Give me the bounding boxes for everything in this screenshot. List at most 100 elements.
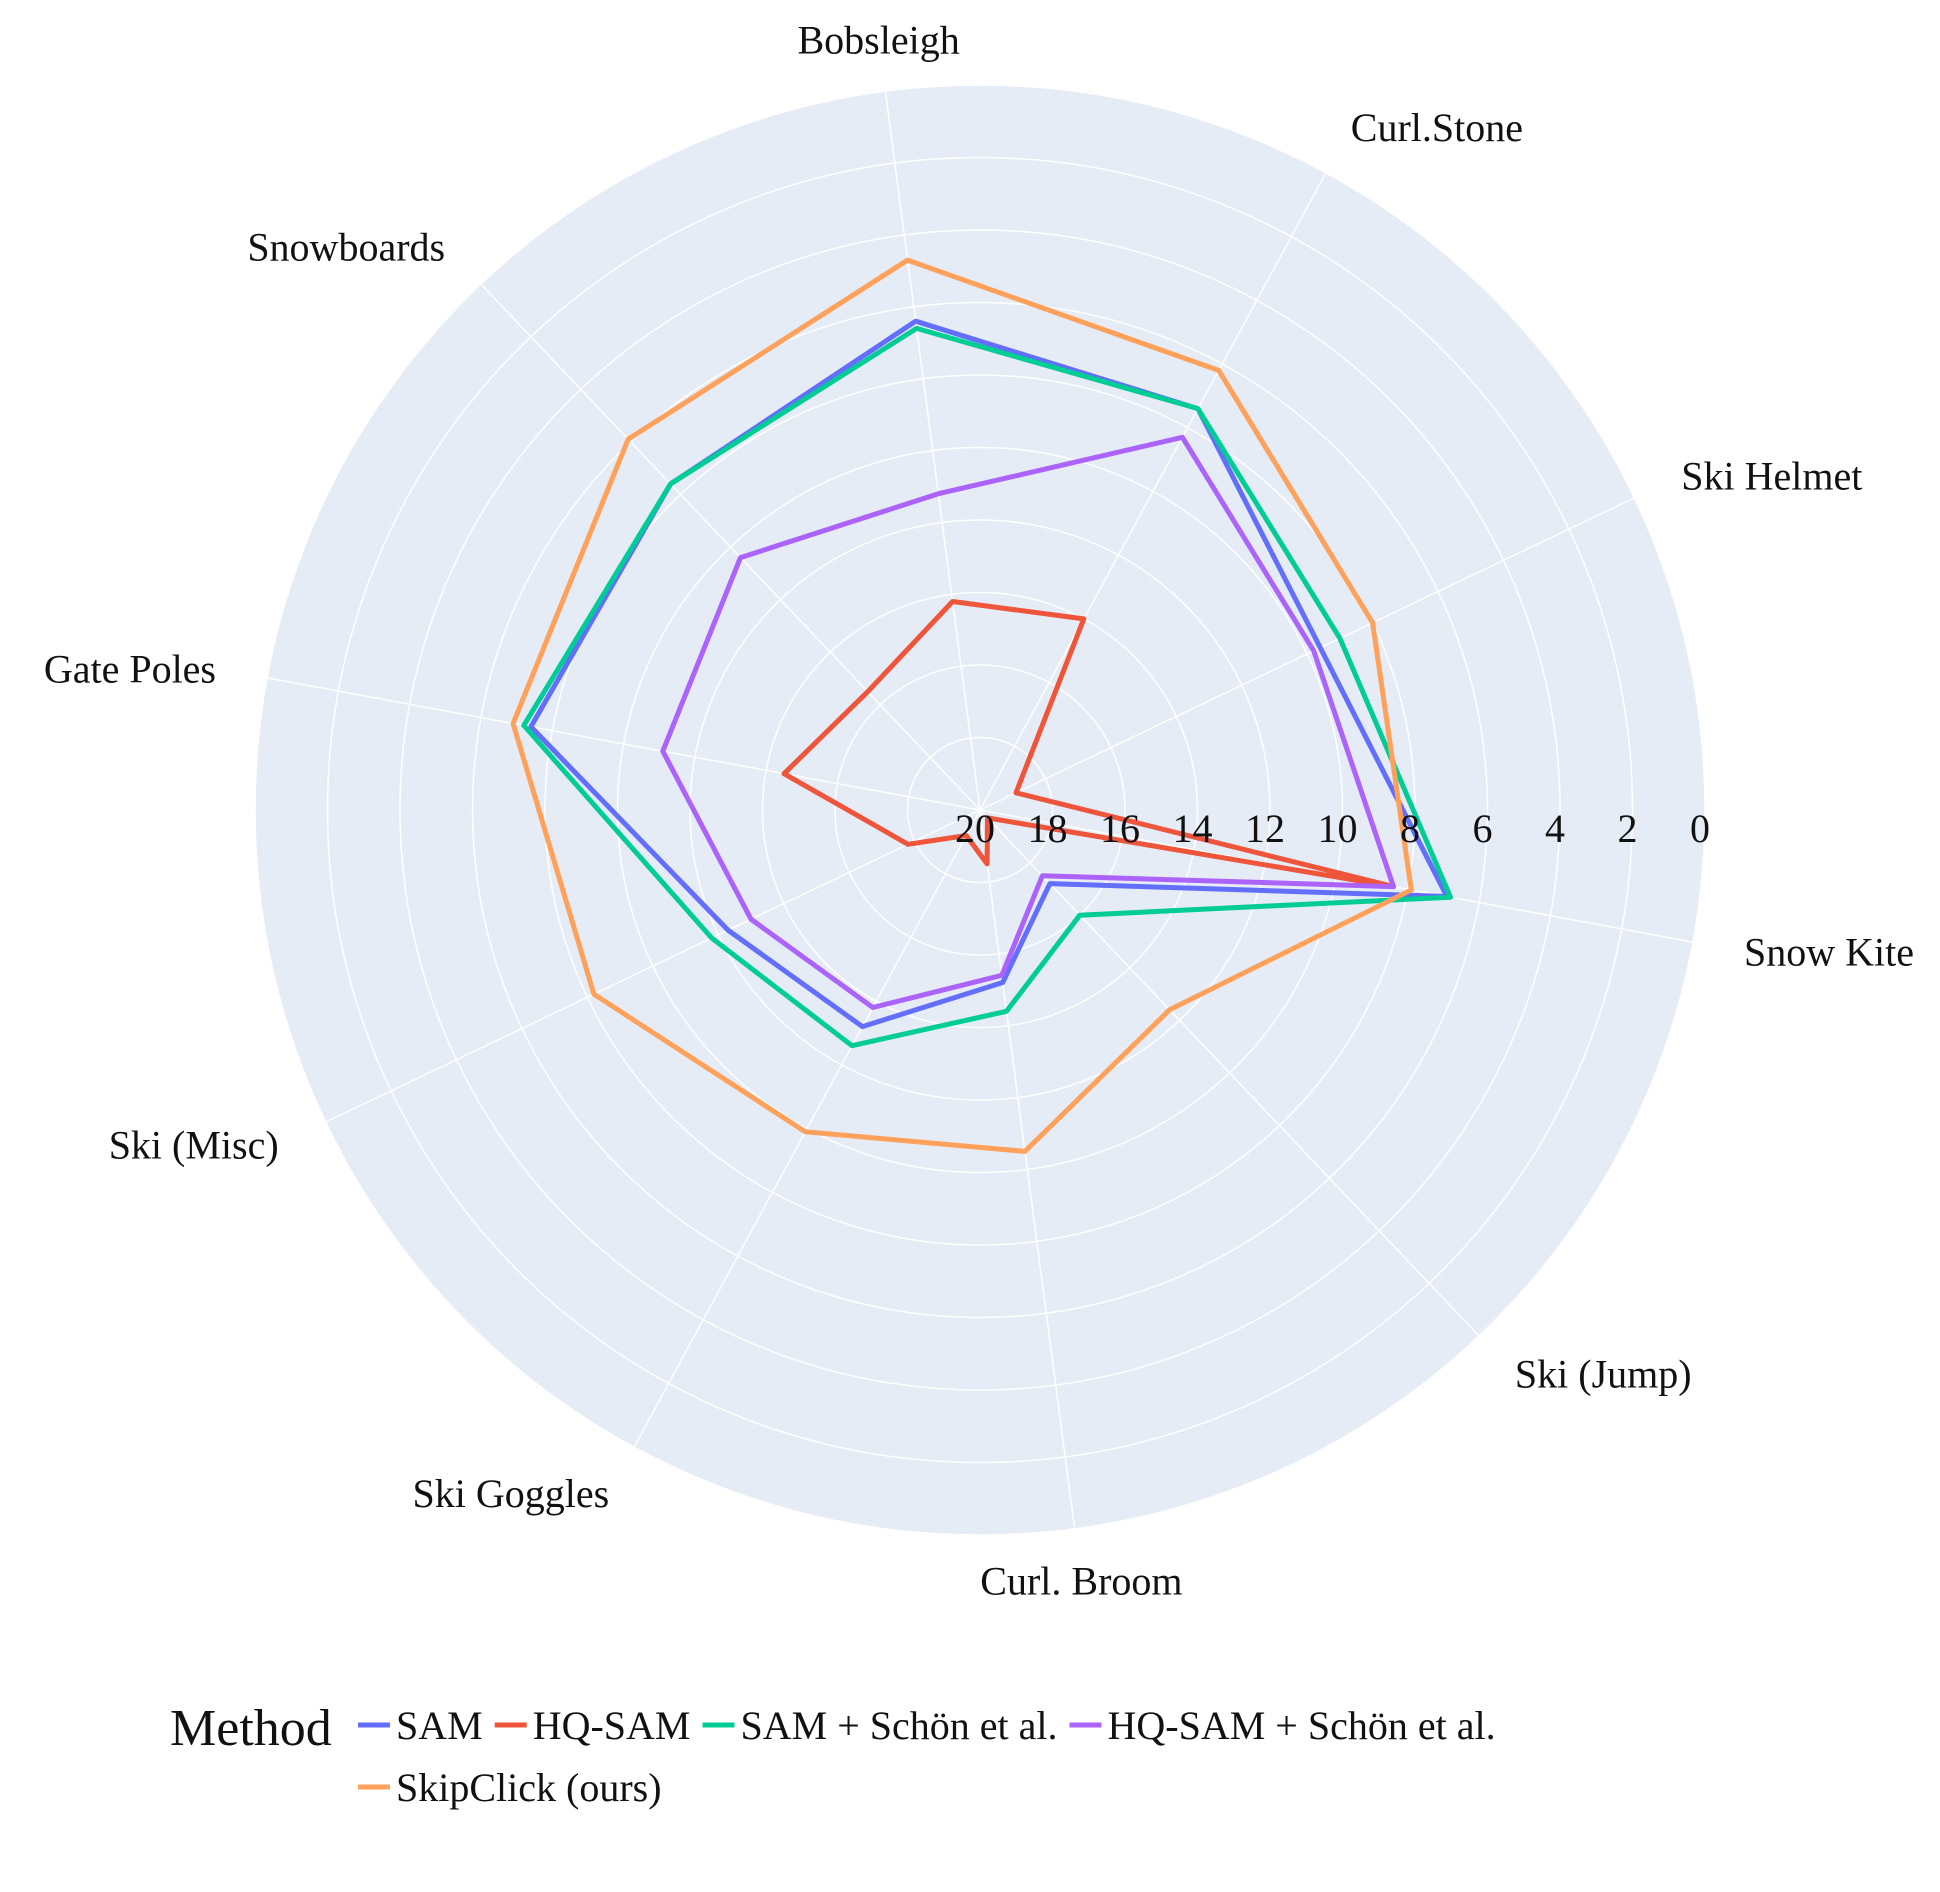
category-label: Bobsleigh xyxy=(797,18,959,63)
radial-tick-label: 6 xyxy=(1473,806,1493,851)
series-1-point-4 xyxy=(915,320,917,322)
radial-tick-label: 16 xyxy=(1100,806,1140,851)
series-5-point-10 xyxy=(1169,1009,1171,1011)
legend-label: HQ-SAM xyxy=(533,1703,691,1748)
series-1-point-8 xyxy=(861,1026,863,1028)
series-2-point-8 xyxy=(965,835,967,836)
legend: Method SAM HQ-SAM SAM + Schön et al. HQ-SAM … xyxy=(170,1700,1496,1810)
legend-item-2: HQ-SAM xyxy=(494,1703,691,1748)
category-label: Gate Poles xyxy=(44,646,216,691)
series-5-point-8 xyxy=(804,1131,806,1133)
legend-item-3: SAM + Schön et al. xyxy=(702,1703,1058,1748)
series-1-point-10 xyxy=(1049,883,1051,885)
series-2-point-7 xyxy=(907,843,909,845)
series-4-point-4 xyxy=(937,493,939,495)
legend-item-4: HQ-SAM + Schön et al. xyxy=(1069,1703,1496,1748)
series-4-point-3 xyxy=(1181,436,1183,438)
series-2-point-2 xyxy=(1015,792,1017,794)
series-3-point-6 xyxy=(523,724,525,726)
series-3-point-10 xyxy=(1079,914,1081,916)
legend-item-5: SkipClick (ours) xyxy=(358,1765,662,1810)
grid-spoke-4 xyxy=(884,91,981,811)
series-4-point-5 xyxy=(740,557,741,559)
series-5-point-5 xyxy=(627,438,629,440)
grid-circle-6 xyxy=(471,301,1489,1319)
radial-tick-label: 2 xyxy=(1618,806,1638,851)
category-label: Ski (Jump) xyxy=(1515,1352,1692,1397)
legend-label: SkipClick (ours) xyxy=(396,1765,662,1810)
series-4-point-10 xyxy=(1041,875,1043,877)
series-2-point-9 xyxy=(986,863,988,865)
series-3-point-3 xyxy=(1197,408,1199,410)
category-label: Ski Helmet xyxy=(1681,454,1862,499)
series-3-point-8 xyxy=(851,1045,853,1047)
legend-title: Method xyxy=(170,1700,332,1757)
radial-tick-label: 8 xyxy=(1400,806,1420,851)
grid-circle-14 xyxy=(761,591,1199,1029)
grid-circle-10 xyxy=(616,446,1344,1174)
radial-tick-labels: 20 18 16 14 12 10 8 6 4 2 0 xyxy=(955,806,1710,851)
series-4-point-7 xyxy=(750,918,752,920)
grid-circle-16 xyxy=(834,664,1126,956)
series-1-point-7 xyxy=(727,929,729,931)
category-label: Snowboards xyxy=(247,224,445,269)
series-2-point-6 xyxy=(783,773,785,775)
series-3-point-2 xyxy=(1339,637,1341,639)
series-3-point-4 xyxy=(916,327,918,329)
series-4-point-2 xyxy=(1313,650,1315,652)
grid-spoke-6 xyxy=(267,677,981,811)
legend-label: SAM xyxy=(396,1703,483,1748)
series-3-point-7 xyxy=(711,937,713,939)
radial-tick-label: 0 xyxy=(1690,806,1710,851)
grid-circle-4 xyxy=(399,229,1561,1391)
series-4-point-6 xyxy=(662,750,664,752)
grid-circle-0 xyxy=(254,84,1706,1536)
series-5-point-7 xyxy=(593,993,595,995)
category-label: Snow Kite xyxy=(1744,930,1914,975)
series-1-point-9 xyxy=(1002,982,1004,983)
series-5-point-9 xyxy=(1024,1150,1026,1152)
radial-tick-label: 10 xyxy=(1318,806,1358,851)
series-2-point-3 xyxy=(1083,618,1085,620)
series-4-point-9 xyxy=(1001,974,1003,976)
radial-tick-label: 4 xyxy=(1545,806,1565,851)
series-lines xyxy=(510,257,1453,1154)
polar-grid xyxy=(254,84,1706,1536)
series-5-point-3 xyxy=(1218,369,1220,371)
radial-tick-label: 18 xyxy=(1028,806,1068,851)
grid-spoke-2 xyxy=(979,497,1635,811)
legend-label: HQ-SAM + Schön et al. xyxy=(1108,1703,1496,1748)
series-2-point-5 xyxy=(867,691,869,693)
series-2-point-4 xyxy=(952,601,954,602)
category-label: Curl.Stone xyxy=(1351,105,1523,150)
legend-item-1: SAM xyxy=(358,1703,483,1748)
series-1-point-2 xyxy=(1319,647,1321,649)
series-4-point-8 xyxy=(872,1007,874,1008)
radial-tick-label: 20 xyxy=(955,806,995,851)
series-4-point-1 xyxy=(1393,886,1394,888)
series-5-point-6 xyxy=(512,723,514,724)
category-labels: Snow Kite Ski Helmet Curl.Stone Bobsleigh Sn… xyxy=(44,18,1914,1604)
category-label: Ski (Misc) xyxy=(109,1123,279,1168)
grid-spoke-5 xyxy=(480,283,981,811)
legend-label: SAM + Schön et al. xyxy=(741,1703,1058,1748)
series-3-point-9 xyxy=(1006,1010,1007,1012)
grid-spoke-3 xyxy=(979,172,1327,811)
series-1-point-6 xyxy=(530,726,532,728)
grid-spoke-7 xyxy=(325,809,981,1123)
radial-tick-label: 14 xyxy=(1173,806,1213,851)
radial-tick-label: 12 xyxy=(1245,806,1285,851)
series-5-point-4 xyxy=(907,259,909,261)
series-2-point-10 xyxy=(987,817,988,819)
series-3-point-5 xyxy=(670,483,672,485)
series-3-point-1 xyxy=(1450,896,1451,898)
series-5-point-2 xyxy=(1372,622,1374,624)
grid-spoke-10 xyxy=(979,809,1480,1337)
grid-circle-18 xyxy=(906,736,1054,884)
category-label: Ski Goggles xyxy=(413,1471,610,1516)
grid-circle-2 xyxy=(326,156,1634,1464)
series-5-point-1 xyxy=(1410,889,1412,891)
grid-spoke-8 xyxy=(633,809,981,1448)
